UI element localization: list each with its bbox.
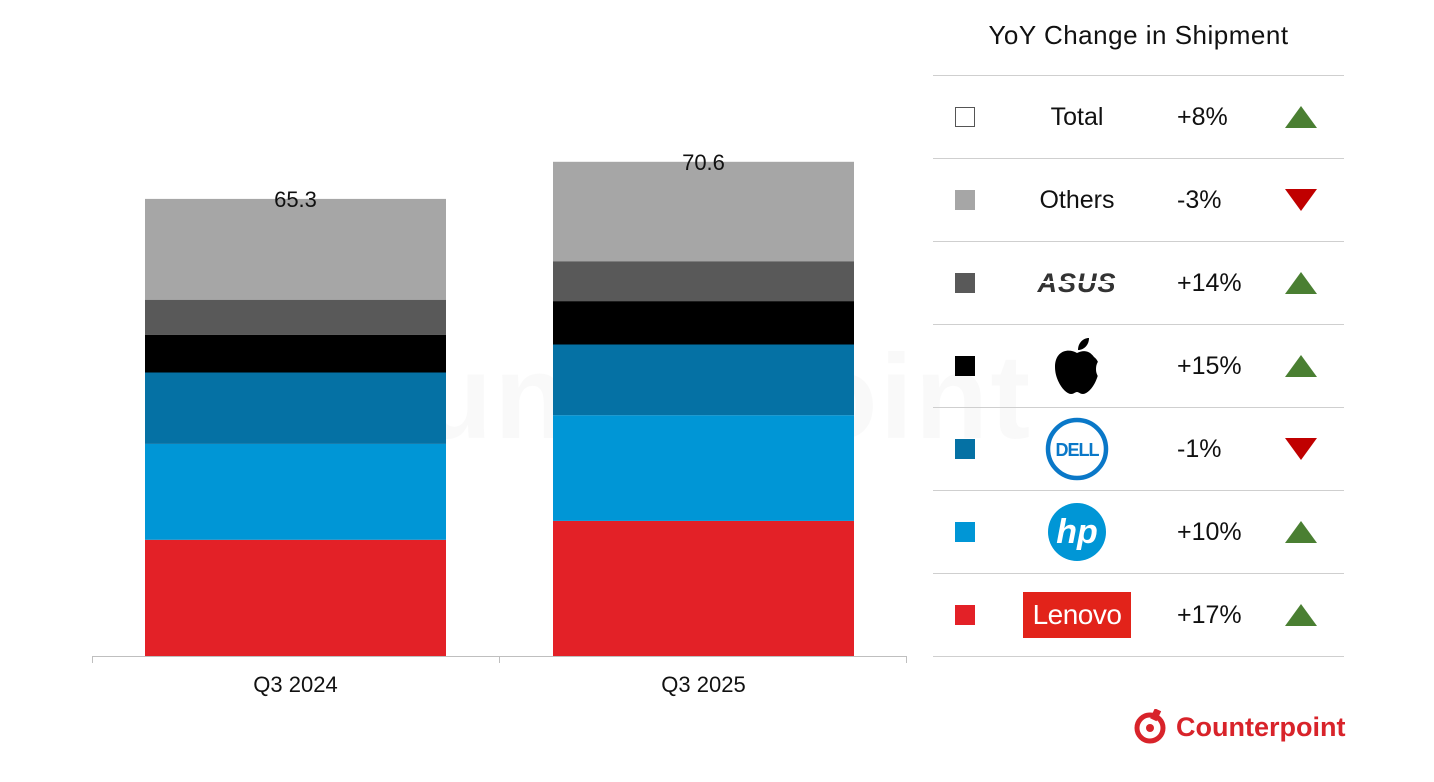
counterpoint-logo: Counterpoint	[1132, 706, 1345, 748]
legend-row-others: Others -3%	[933, 158, 1344, 241]
bar-segment-dell-1	[145, 372, 446, 444]
bar-segment-others-1	[145, 198, 446, 300]
legend-brand: Others	[1039, 185, 1115, 214]
dell-logo-icon: DELL	[1045, 417, 1109, 481]
bar-segment-asus-1	[145, 299, 446, 335]
bar-segment-apple-1	[145, 334, 446, 373]
legend-yoy-value: -1%	[1177, 435, 1222, 463]
legend-row-apple: +15%	[933, 324, 1344, 407]
asus-logo-icon: ASUS	[1033, 270, 1123, 296]
triangle-up-icon	[1285, 272, 1317, 294]
legend-row-total: Total +8%	[933, 75, 1344, 158]
legend-brand: Lenovo	[1011, 574, 1143, 656]
svg-text:DELL: DELL	[1056, 440, 1100, 460]
legend-brand: ASUS	[1011, 242, 1143, 324]
legend-swatch	[955, 605, 975, 625]
triangle-up-icon	[1285, 355, 1317, 377]
legend-yoy-value: +15%	[1177, 352, 1242, 380]
svg-text:hp: hp	[1056, 513, 1098, 551]
x-tick-label-2: Q3 2025	[661, 672, 745, 697]
legend-swatch	[955, 273, 975, 293]
legend-swatch	[955, 190, 975, 210]
legend-yoy-value: +17%	[1177, 601, 1242, 629]
legend-swatch	[955, 522, 975, 542]
triangle-up-icon	[1285, 521, 1317, 543]
triangle-down-icon	[1285, 438, 1317, 460]
legend-title: YoY Change in Shipment	[988, 20, 1289, 50]
bar-segment-asus-2	[553, 261, 854, 302]
apple-logo-icon	[1055, 338, 1103, 394]
stacked-bar-chart: 65.3 Q3 2024 70.6 Q3 2025	[92, 150, 907, 697]
lenovo-logo-icon: Lenovo	[1022, 592, 1132, 638]
x-tick-label-1: Q3 2024	[253, 672, 337, 697]
legend-row-asus: ASUS +14%	[933, 241, 1344, 324]
bar-segment-hp-2	[553, 415, 854, 521]
legend-bottom-divider	[933, 656, 1344, 657]
legend-brand	[1011, 325, 1143, 407]
triangle-down-icon	[1285, 189, 1317, 211]
legend-yoy-value: +14%	[1177, 269, 1242, 297]
legend-yoy-value: +10%	[1177, 518, 1242, 546]
triangle-up-icon	[1285, 604, 1317, 626]
legend-row-lenovo: Lenovo +17%	[933, 573, 1344, 656]
legend-brand: DELL	[1011, 408, 1143, 490]
legend-brand: Total	[1050, 102, 1104, 131]
legend-yoy-value: -3%	[1177, 186, 1222, 214]
total-label-2: 70.6	[682, 150, 725, 175]
legend-swatch	[955, 107, 975, 127]
bar-segment-dell-2	[553, 344, 854, 416]
total-label-1: 65.3	[274, 187, 317, 212]
counterpoint-logo-icon	[1134, 709, 1166, 744]
bar-segment-lenovo-1	[145, 539, 446, 656]
bar-segment-others-2	[553, 161, 854, 262]
triangle-up-icon	[1285, 106, 1317, 128]
legend-row-dell: DELL -1%	[933, 407, 1344, 490]
legend-swatch	[955, 439, 975, 459]
legend-row-hp: hp +10%	[933, 490, 1344, 573]
bar-segment-lenovo-2	[553, 520, 854, 656]
hp-logo-icon: hp	[1048, 503, 1106, 561]
counterpoint-logo-text: Counterpoint	[1176, 711, 1346, 742]
bar-segment-apple-2	[553, 301, 854, 345]
legend-yoy-value: +8%	[1177, 103, 1228, 131]
bar-segment-hp-1	[145, 443, 446, 540]
legend-swatch	[955, 356, 975, 376]
legend-brand: hp	[1011, 491, 1143, 573]
